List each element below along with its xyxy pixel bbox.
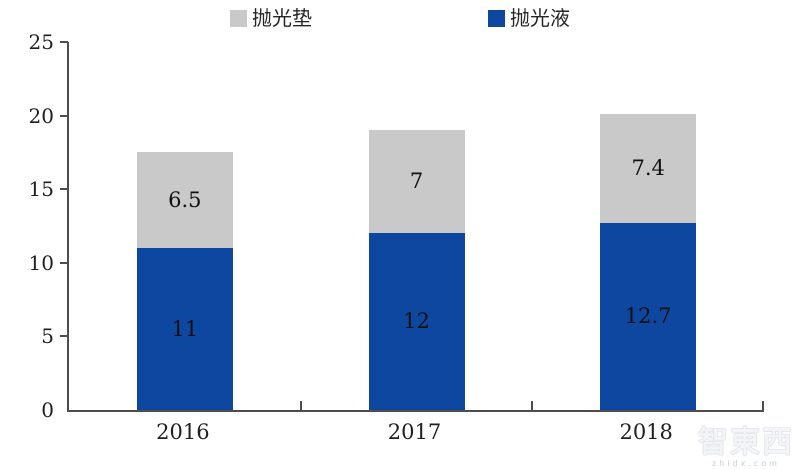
y-tick-label-0: 0 [41, 398, 54, 422]
chart-legend: 抛光垫 抛光液 [0, 8, 800, 28]
bar-segment-pad-2016: 6.5 [136, 152, 233, 249]
y-tick-label-15: 15 [28, 177, 54, 201]
y-tick-mark [60, 188, 68, 190]
y-tick-mark [60, 335, 68, 337]
legend-label-pad: 抛光垫 [252, 6, 312, 30]
value-label-pad-2017: 7 [409, 169, 424, 194]
watermark-url-text: zhidx.com [712, 459, 780, 468]
bar-2017: 7 12 [368, 130, 465, 410]
legend-item-slurry: 抛光液 [488, 8, 570, 28]
y-tick-label-20: 20 [28, 104, 54, 128]
bar-segment-slurry-2016: 11 [136, 248, 233, 410]
value-label-slurry-2018: 12.7 [624, 304, 672, 329]
plot-area: 6.5 11 7 12 7.4 [60, 41, 764, 412]
bar-2016: 6.5 11 [136, 152, 233, 410]
x-tick-mark [762, 401, 764, 410]
x-tick-mark [300, 401, 302, 410]
y-tick-mark [60, 262, 68, 264]
bar-segment-pad-2017: 7 [368, 130, 465, 234]
legend-item-pad: 抛光垫 [230, 8, 312, 28]
value-label-pad-2018: 7.4 [631, 156, 665, 181]
bar-segment-pad-2018: 7.4 [600, 114, 697, 224]
x-axis-labels: 2016 2017 2018 [67, 420, 762, 444]
bar-group-2016: 6.5 11 [69, 42, 301, 410]
bar-group-2017: 7 12 [301, 42, 533, 410]
y-tick-mark [60, 41, 68, 43]
y-tick-mark [60, 115, 68, 117]
legend-label-slurry: 抛光液 [510, 6, 570, 30]
x-tick-mark [531, 401, 533, 410]
bar-segment-slurry-2017: 12 [368, 233, 465, 410]
legend-swatch-pad-icon [230, 9, 247, 27]
x-tick-label-2017: 2017 [387, 420, 442, 444]
bar-segment-slurry-2018: 12.7 [600, 223, 697, 410]
x-tick-label-2018: 2018 [619, 420, 673, 444]
legend-swatch-slurry-icon [488, 9, 505, 27]
value-label-slurry-2017: 12 [403, 309, 430, 334]
bar-group-2018: 7.4 12.7 [532, 42, 764, 410]
x-tick-label-2016: 2016 [156, 420, 210, 444]
value-label-slurry-2016: 11 [171, 316, 199, 341]
y-tick-label-25: 25 [28, 30, 54, 54]
bar-2018: 7.4 12.7 [600, 114, 697, 410]
value-label-pad-2016: 6.5 [168, 187, 202, 212]
y-tick-label-10: 10 [28, 251, 54, 275]
y-tick-label-5: 5 [41, 324, 54, 348]
